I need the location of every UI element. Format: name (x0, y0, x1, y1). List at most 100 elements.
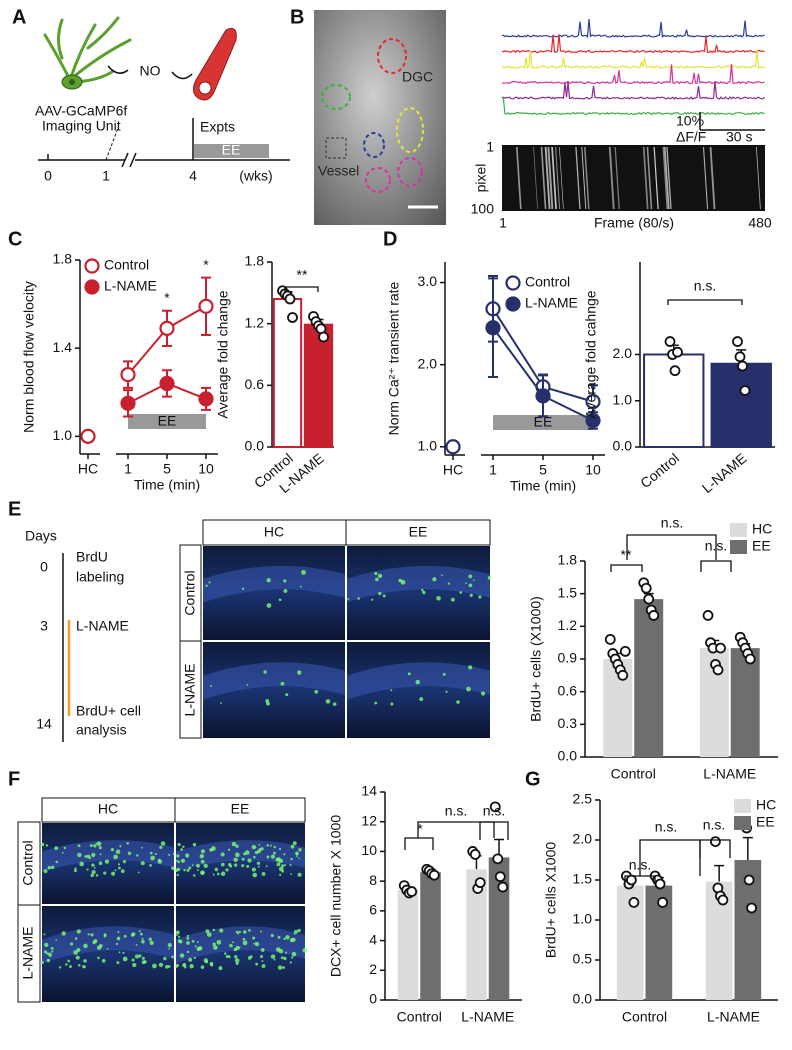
week-label: 4 (189, 168, 197, 184)
labeled-cell (40, 842, 45, 847)
y-tick-label: 1.8 (558, 552, 578, 568)
legend-label: EE (756, 814, 775, 830)
data-point (657, 897, 668, 908)
labeled-cell (119, 845, 122, 848)
y-axis-label: Norm Ca²⁺ transient rate (386, 281, 402, 435)
labeled-cell (447, 582, 451, 585)
labeled-cell (134, 954, 139, 959)
labeled-cell (98, 846, 102, 850)
labeled-cell (445, 690, 448, 693)
y-tick-label: 2.0 (418, 355, 438, 371)
significance-bracket (667, 299, 743, 305)
labeled-cell (141, 846, 143, 849)
labeled-cell (141, 937, 144, 940)
labeled-cell (258, 847, 261, 850)
day-label: 0 (40, 559, 48, 575)
labeled-cell (177, 842, 181, 847)
labeled-cell (235, 930, 239, 934)
labeled-cell (265, 699, 270, 703)
labeled-cell (275, 858, 279, 862)
labeled-cell (179, 940, 183, 944)
x-tick-label: Control (611, 766, 656, 782)
legend-marker (84, 258, 100, 274)
labeled-cell (220, 862, 225, 867)
raster-streak (551, 146, 557, 210)
data-point (284, 293, 296, 305)
labeled-cell (241, 587, 245, 590)
labeled-cell (203, 958, 209, 963)
event-label: BrdU (76, 549, 108, 565)
labeled-cell (209, 848, 213, 852)
labeled-cell (90, 933, 94, 937)
ee-band-label: EE (158, 413, 177, 429)
labeled-cell (278, 847, 282, 851)
scale-label: 30 s (726, 129, 752, 145)
y-tick-label: 0.0 (558, 748, 578, 764)
week-unit: (wks) (239, 168, 272, 184)
labeled-cell (171, 955, 174, 959)
legend-swatch (734, 816, 751, 830)
day-label: 14 (36, 716, 52, 732)
x-tick-label: Control (637, 450, 682, 491)
raster-streak (584, 146, 590, 210)
labeled-cell (92, 940, 96, 945)
labeled-cell (347, 597, 350, 600)
labeled-cell (78, 963, 81, 967)
labeled-cell (141, 960, 146, 965)
y-tick-label: 1.8 (245, 253, 265, 269)
labeled-cell (212, 873, 215, 876)
labeled-cell (188, 866, 192, 870)
y-axis-label: Average fold cahnge (583, 290, 599, 418)
timeline-tick (105, 127, 119, 161)
y-tick-label: 1.0 (613, 391, 633, 407)
labeled-cell (212, 942, 216, 946)
data-point (492, 853, 504, 865)
labeled-cell (375, 577, 379, 582)
labeled-cell (77, 852, 82, 858)
labeled-cell (101, 959, 106, 963)
labeled-cell (261, 872, 266, 876)
labeled-cell (183, 868, 186, 872)
labeled-cell (297, 670, 302, 675)
labeled-cell (314, 689, 319, 694)
labeled-cell (141, 939, 145, 944)
y-tick-label: 2.5 (573, 791, 593, 807)
labeled-cell (91, 852, 96, 858)
labeled-cell (285, 951, 288, 954)
significance: * (203, 256, 209, 272)
bar (730, 648, 760, 757)
labeled-cell (378, 591, 382, 596)
labeled-cell (266, 578, 271, 583)
labeled-cell (196, 946, 201, 952)
labeled-cell (247, 858, 252, 863)
labeled-cell (194, 945, 197, 948)
labeled-cell (82, 965, 86, 969)
labeled-cell (234, 955, 238, 959)
labeled-cell (184, 966, 187, 969)
labeled-cell (188, 957, 193, 962)
labeled-cell (193, 956, 196, 960)
labeled-cell (135, 944, 138, 946)
x-axis-label: Time (min) (510, 478, 576, 494)
labeled-cell (407, 672, 411, 676)
labeled-cell (168, 947, 171, 950)
raster-streak (642, 146, 649, 210)
labeled-cell (468, 665, 473, 670)
labeled-cell (148, 937, 152, 941)
labeled-cell (297, 872, 302, 877)
y-axis-label: BrdU+ cells (X1000) (528, 596, 544, 722)
x-tick-label: 10 (198, 461, 214, 477)
point (585, 412, 601, 429)
labeled-cell (116, 936, 121, 941)
labeled-cell (231, 841, 237, 847)
labeled-cell (465, 582, 467, 585)
labeled-cell (186, 934, 189, 937)
labeled-cell (266, 855, 270, 859)
labeled-cell (299, 585, 302, 588)
legend-label: EE (752, 538, 771, 554)
labeled-cell (140, 932, 143, 936)
labeled-cell (48, 953, 52, 957)
labeled-cell (220, 702, 222, 705)
data-point (717, 894, 729, 906)
labeled-cell (114, 869, 117, 872)
